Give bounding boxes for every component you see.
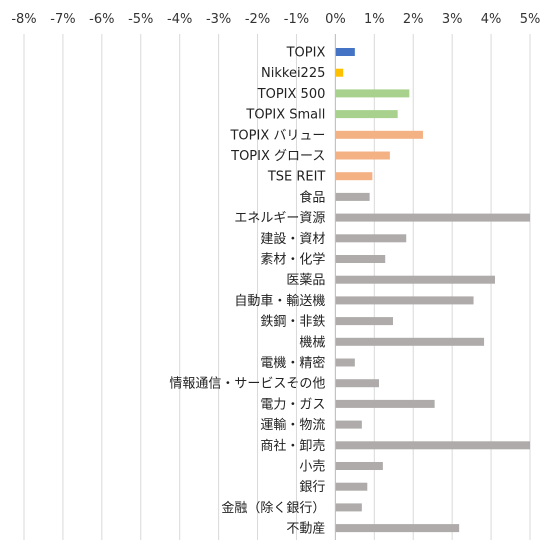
bar	[335, 358, 355, 367]
bar	[335, 213, 530, 222]
x-tick-label: 3%	[442, 12, 463, 27]
bar	[335, 255, 386, 263]
bar	[335, 151, 390, 160]
category-label: TSE REIT	[267, 170, 326, 185]
category-label: TOPIX Small	[245, 108, 325, 123]
x-tick-label: -5%	[128, 12, 153, 27]
bar	[335, 192, 370, 201]
category-label: 食品	[299, 189, 325, 205]
bar	[335, 275, 495, 284]
bar	[335, 379, 379, 388]
category-label: 小売	[299, 459, 325, 475]
category-label: 電力・ガス	[260, 397, 325, 412]
bar	[335, 399, 435, 408]
bar	[335, 172, 373, 181]
category-labels: TOPIX Nikkei225 TOPIX 500 TOPIX Small TOPIX …	[169, 46, 325, 537]
category-label: 機械	[299, 335, 325, 350]
category-label: TOPIX 500	[257, 87, 326, 102]
bar	[335, 482, 368, 491]
category-label: 電機・精密	[260, 355, 325, 371]
category-label: 情報通信・サービスその他	[169, 377, 325, 392]
bar	[335, 234, 407, 243]
category-label: Nikkei225	[261, 66, 325, 81]
bar	[335, 420, 362, 429]
bar	[335, 130, 423, 139]
x-tick-label: -8%	[11, 12, 36, 27]
bar	[335, 462, 383, 470]
bar	[335, 317, 393, 326]
x-tick-label: 2%	[403, 12, 424, 27]
category-label: 不動産	[286, 521, 325, 537]
category-label: エネルギー資源	[234, 211, 325, 226]
category-label: 銀行	[299, 480, 325, 495]
x-axis-tick-labels: -8% -7% -6% -5% -4% -3% -2% -1% 0% 1% 2% 3% 4% 5%	[11, 12, 540, 27]
bars	[335, 48, 530, 533]
category-label: TOPIX バリュー	[229, 128, 325, 143]
x-tick-label: 5%	[520, 12, 541, 27]
category-label: TOPIX	[286, 46, 326, 61]
category-label: 運輸・物流	[260, 418, 325, 433]
gridlines	[23, 34, 531, 540]
x-tick-label: 1%	[364, 12, 385, 27]
category-label: 商社・卸売	[260, 438, 325, 454]
x-tick-label: -2%	[245, 12, 270, 27]
category-label: 素材・化学	[260, 252, 325, 268]
x-tick-label: -4%	[167, 12, 192, 27]
category-label: TOPIX グロース	[230, 149, 325, 164]
category-label: 金融（除く銀行）	[221, 500, 325, 516]
x-tick-label: -1%	[284, 12, 309, 27]
bar	[335, 296, 474, 305]
x-tick-label: -6%	[89, 12, 114, 27]
category-label: 建設・資材	[260, 231, 325, 247]
category-label: 自動車・輸送機	[234, 294, 325, 309]
bar	[335, 441, 530, 450]
category-label: 医薬品	[286, 273, 325, 288]
bar	[335, 68, 344, 77]
x-tick-label: -7%	[50, 12, 75, 27]
bar	[335, 89, 410, 98]
x-tick-label: 4%	[481, 12, 502, 27]
bar	[335, 524, 460, 533]
category-label: 鉄鋼・非鉄	[260, 315, 325, 330]
x-tick-label: 0%	[325, 12, 346, 27]
bar	[335, 110, 398, 119]
bar	[335, 337, 485, 346]
bar	[335, 503, 362, 512]
x-tick-label: -3%	[206, 12, 231, 27]
bar	[335, 48, 355, 56]
